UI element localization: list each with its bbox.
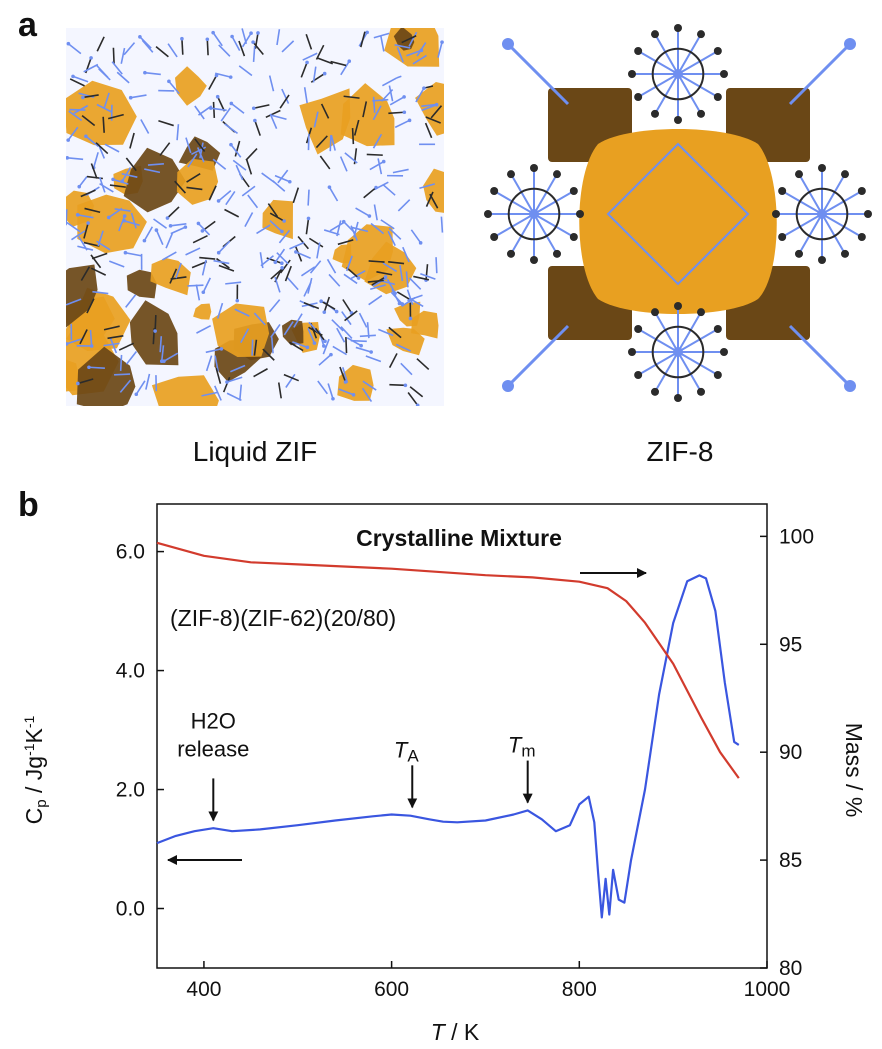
h2o-release-label: release (177, 736, 249, 761)
sample-label: (ZIF-8)(ZIF-62)(20/80) (170, 605, 396, 631)
y-right-tick-label: 85 (779, 849, 802, 872)
x-axis-label: T / K (431, 1019, 480, 1045)
y-left-tick-label: 2.0 (116, 779, 145, 802)
panel-b-letter: b (18, 486, 39, 524)
liquid-zif-caption: Liquid ZIF (192, 436, 318, 467)
zif-8-render (478, 14, 880, 416)
zif-8-structure-image (484, 24, 872, 402)
ta-label: TA (394, 737, 419, 765)
y-left-tick-label: 0.0 (116, 898, 145, 921)
y-right-tick-label: 80 (779, 957, 802, 980)
y-left-tick-label: 6.0 (116, 541, 145, 564)
plot-frame (156, 503, 768, 969)
mass-series-line (156, 541, 740, 779)
dsc-tga-chart: 400 600 800 1000 0.0 2.0 4.0 6.0 80 85 90 95 100 H2O… (21, 503, 867, 1045)
y-right-tick-label: 95 (779, 633, 802, 656)
x-tick-label: 800 (562, 978, 597, 1001)
cp-series-line (156, 574, 740, 919)
liquid-zif-render (66, 28, 444, 406)
y-axis-label-right: Mass / % (841, 723, 867, 818)
y-axis-label-left: Cp / Jg-1K-1 (21, 715, 50, 824)
y-left-tick-label: 4.0 (116, 660, 145, 683)
y-right-tick-label: 100 (779, 525, 814, 548)
tm-label: Tm (508, 733, 536, 761)
h2o-release-label: H2O (191, 708, 236, 733)
x-tick-label: 400 (186, 978, 221, 1001)
chart-title: Crystalline Mixture (356, 525, 562, 551)
zif-8-caption: ZIF-8 (646, 436, 714, 467)
panel-a-letter: a (18, 6, 37, 44)
y-right-tick-label: 90 (779, 741, 802, 764)
x-tick-label: 1000 (744, 978, 791, 1001)
liquid-zif-structure-image (66, 28, 444, 406)
x-tick-label: 600 (374, 978, 409, 1001)
